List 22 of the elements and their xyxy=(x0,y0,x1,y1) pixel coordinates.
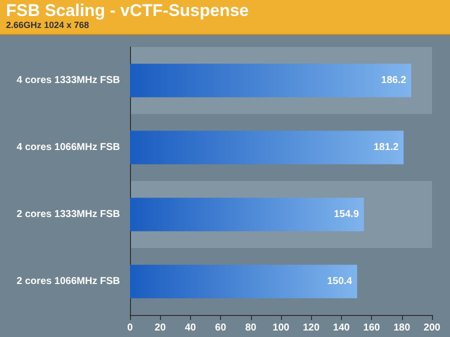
y-tick-label: 2 cores 1333MHz FSB xyxy=(16,209,120,220)
x-tick-label: 0 xyxy=(127,322,134,334)
x-tick-label: 180 xyxy=(393,322,411,334)
data-label: 154.9 xyxy=(334,209,360,220)
text: 2.66GHz 1024 x 768 xyxy=(6,20,90,31)
x-tick-label: 120 xyxy=(302,322,320,334)
y-tick-label: 4 cores 1066MHz FSB xyxy=(16,142,120,153)
x-tick-label: 160 xyxy=(363,322,380,334)
x-tick-label: 80 xyxy=(245,322,257,334)
data-label: 186.2 xyxy=(381,75,407,86)
data-label: 181.2 xyxy=(374,142,400,153)
x-tick-label: 20 xyxy=(154,322,166,334)
y-tick-label: 4 cores 1333MHz FSB xyxy=(16,75,120,86)
data-label: 150.4 xyxy=(327,276,353,287)
x-tick-label: 140 xyxy=(333,322,350,334)
bar xyxy=(130,264,358,298)
chart-title: FSB Scaling - vCTF-Suspense xyxy=(6,0,250,20)
x-tick-label: 200 xyxy=(424,322,441,334)
x-tick-label: 60 xyxy=(215,322,227,334)
y-tick-label: 2 cores 1066MHz FSB xyxy=(16,276,120,287)
x-tick-label: 100 xyxy=(272,322,290,334)
x-tick-label: 40 xyxy=(184,322,196,334)
